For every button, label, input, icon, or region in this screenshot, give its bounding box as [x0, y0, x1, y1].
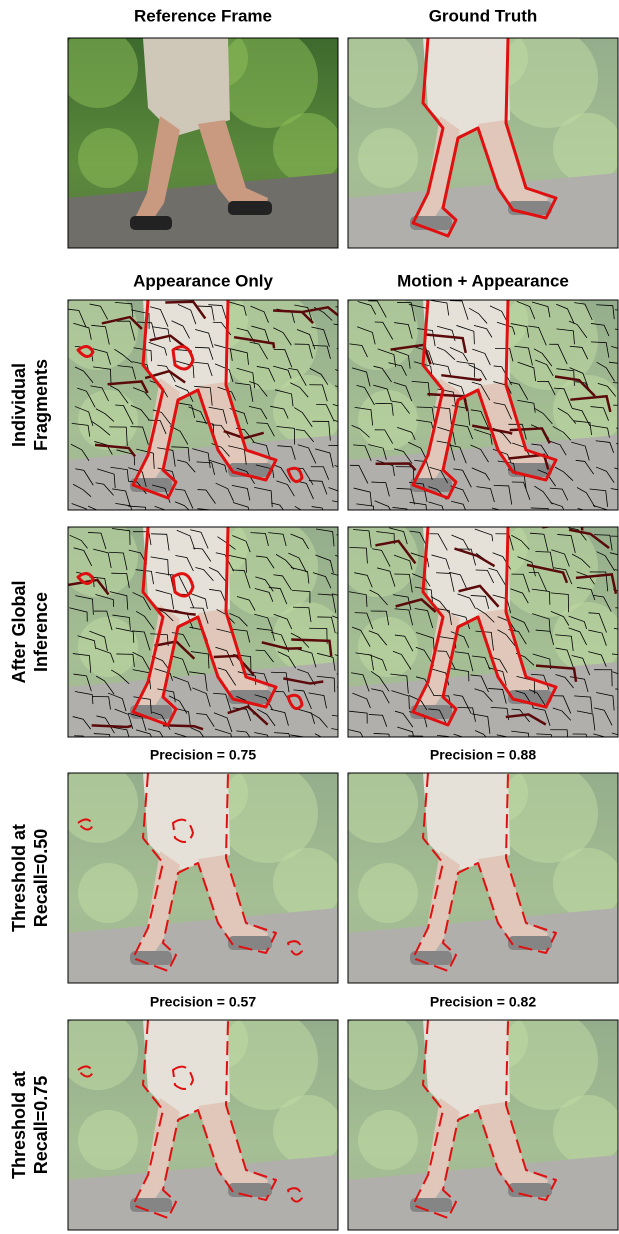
figure: Reference Frame Ground Truth Appearance … [0, 0, 619, 1234]
image-panel [338, 517, 619, 753]
fragment-edge [251, 510, 269, 524]
image-panel [58, 290, 355, 526]
image-panel [58, 517, 355, 755]
image-panel [338, 290, 619, 528]
sandal [130, 216, 172, 230]
sandal [228, 201, 272, 215]
image-panel [58, 1010, 343, 1230]
column-header: Motion + Appearance [397, 271, 569, 290]
row-label: Recall=0.75 [31, 1076, 51, 1175]
precision-label: Precision = 0.82 [430, 994, 536, 1010]
fragment-edge [531, 508, 549, 526]
foliage [78, 128, 138, 188]
column-header: Appearance Only [133, 271, 273, 290]
fragment-edge [74, 736, 92, 755]
foliage [58, 28, 138, 108]
row-label: Recall=0.50 [31, 829, 51, 928]
image-panel [58, 28, 343, 248]
fragment-edge [518, 510, 536, 527]
image-panel [338, 28, 619, 248]
foliage [273, 113, 343, 183]
image-panel [58, 763, 343, 983]
row-label: After Global [9, 580, 29, 683]
row-label: Threshold at [9, 824, 29, 932]
row-label: Individual [9, 363, 29, 447]
column-header: Reference Frame [134, 6, 272, 25]
fragment-edge [197, 509, 215, 523]
precision-label: Precision = 0.88 [430, 747, 536, 763]
fragment-edge [208, 510, 226, 525]
row-label: Threshold at [9, 1071, 29, 1179]
row-label: Inference [31, 592, 51, 672]
fragment-edge [578, 508, 596, 525]
fragment-edge [408, 736, 426, 748]
fragment-edge [476, 510, 494, 528]
image-panel [338, 1010, 619, 1230]
precision-label: Precision = 0.57 [150, 994, 256, 1010]
column-header: Ground Truth [429, 6, 538, 25]
image-panel [338, 763, 619, 983]
precision-label: Precision = 0.75 [150, 747, 256, 763]
row-label: Fragments [31, 359, 51, 451]
